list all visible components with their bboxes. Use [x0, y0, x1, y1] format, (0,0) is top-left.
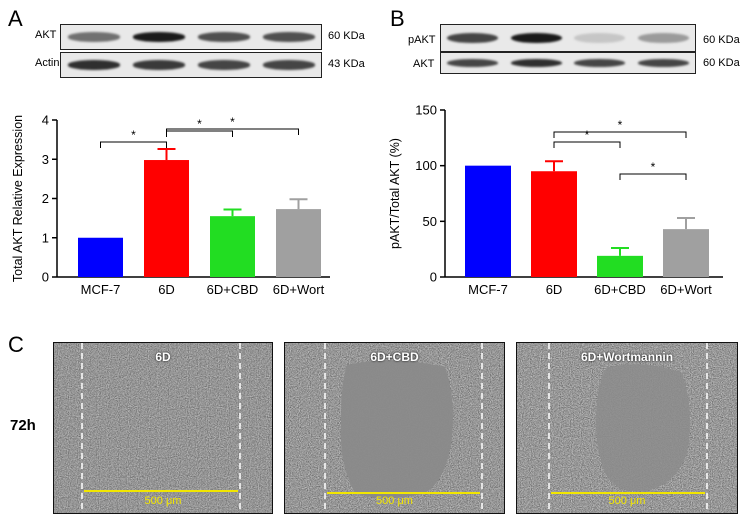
panel-letter-b: B — [390, 6, 405, 31]
scale-bar-label-6d-cbd: 500 μm — [376, 495, 413, 507]
akt-b-band-3 — [574, 58, 626, 68]
micrograph-6d-wortmannin: 6D+Wortmannin 500 μm — [516, 342, 738, 514]
akt-chart-y-tick-label-4: 4 — [42, 113, 49, 128]
akt-chart-significance-star-2: * — [197, 117, 202, 131]
micrograph-6d-texture — [54, 343, 272, 513]
akt-chart-significance-star-3: * — [230, 115, 235, 129]
akt-chart-significance-bracket-2 — [166, 130, 233, 137]
blot-label-akt-b: AKT — [413, 58, 435, 70]
pakt-chart-y-tick-label-1: 50 — [423, 214, 437, 229]
akt-b-band-4 — [637, 58, 689, 68]
pakt-chart-significance-bracket-1 — [553, 141, 621, 148]
akt-chart-bar-1 — [78, 237, 123, 277]
akt-chart-x-tick-label-3: 6D+CBD — [207, 282, 259, 297]
pakt-chart-y-tick-label-3: 150 — [415, 103, 437, 118]
akt-chart-x-tick-label-2: 6D — [158, 282, 175, 297]
akt-chart-y-axis-label: Total AKT Relative Expression — [11, 115, 25, 282]
western-blot-actin — [60, 52, 322, 78]
micrograph-6d-wortmannin-texture — [517, 343, 737, 513]
actin-band-4 — [262, 59, 315, 71]
micrograph-label-6d-wortmannin: 6D+Wortmannin — [580, 350, 674, 364]
pakt-chart-significance-bracket-2 — [553, 131, 687, 138]
akt-chart-bar-2 — [144, 160, 189, 277]
bar-chart-total-akt: 0 1 2 3 4 Total AKT Relative Expression MCF-7 6… — [11, 113, 330, 297]
akt-chart-bar-3 — [210, 216, 255, 277]
blot-kda-akt: 60 KDa — [328, 30, 365, 42]
western-blot-pakt — [440, 24, 696, 52]
pakt-chart-y-tick-label-0: 0 — [430, 270, 437, 285]
pakt-band-4 — [637, 32, 689, 44]
pakt-band-1 — [447, 32, 499, 44]
pakt-chart-significance-star-3: * — [651, 160, 656, 174]
pakt-chart-significance-star-1: * — [585, 128, 590, 142]
akt-chart-y-tick-label-0: 0 — [42, 270, 49, 285]
akt-chart-x-tick-label-4: 6D+Wort — [273, 282, 325, 297]
akt-b-band-1 — [447, 58, 499, 68]
akt-chart-significance-star-1: * — [131, 128, 136, 142]
micrograph-label-6d-cbd: 6D+CBD — [370, 350, 419, 364]
pakt-chart-x-tick-label-1: MCF-7 — [468, 282, 508, 297]
akt-b-band-2 — [510, 58, 562, 68]
pakt-chart-significance-bracket-3 — [619, 173, 687, 180]
actin-band-2 — [132, 59, 185, 71]
pakt-chart-y-tick-label-2: 100 — [415, 158, 437, 173]
akt-band-2 — [132, 31, 185, 43]
time-point-label: 72h — [10, 417, 36, 434]
akt-band-4 — [262, 31, 315, 43]
panel-letter-c: C — [8, 332, 24, 357]
akt-chart-y-tick-label-3: 3 — [42, 152, 49, 167]
blot-label-actin: Actin — [35, 57, 60, 69]
akt-band-3 — [197, 31, 250, 43]
akt-chart-bar-4 — [276, 209, 321, 277]
actin-band-3 — [197, 59, 250, 71]
panel-letter-a: A — [8, 6, 23, 31]
micrograph-label-6d: 6D — [155, 350, 171, 364]
akt-chart-significance-bracket-3 — [166, 128, 299, 135]
pakt-chart-x-tick-label-2: 6D — [546, 282, 563, 297]
pakt-chart-bar-3 — [597, 255, 643, 277]
blot-kda-pakt: 60 KDa — [703, 34, 740, 46]
scale-bar-label-6d-wortmannin: 500 μm — [608, 495, 646, 507]
pakt-chart-significance-star-2: * — [618, 118, 623, 132]
micrograph-6d: 6D 500 μm — [53, 342, 273, 514]
western-blot-akt-b — [440, 52, 696, 74]
akt-chart-x-tick-label-1: MCF-7 — [81, 282, 121, 297]
blot-kda-akt-b: 60 KDa — [703, 57, 740, 69]
pakt-chart-bar-4 — [663, 229, 709, 277]
pakt-chart-x-tick-label-3: 6D+CBD — [594, 282, 646, 297]
blot-kda-actin: 43 KDa — [328, 58, 365, 70]
pakt-chart-x-tick-label-4: 6D+Wort — [660, 282, 712, 297]
western-blot-akt — [60, 24, 322, 50]
pakt-chart-y-axis-label: pAKT/Total AKT (%) — [388, 138, 402, 249]
micrograph-6d-cbd-texture — [285, 343, 504, 513]
akt-chart-y-tick-label-2: 2 — [42, 191, 49, 206]
bar-chart-pakt-ratio: 0 50 100 150 pAKT/Total AKT (%) MCF-7 6D 6D+CBD… — [388, 103, 723, 297]
pakt-chart-bar-2 — [531, 171, 577, 277]
akt-band-1 — [67, 31, 120, 43]
actin-band-1 — [67, 59, 120, 71]
micrograph-6d-cbd: 6D+CBD 500 μm — [284, 342, 505, 514]
akt-chart-significance-bracket-1 — [100, 141, 167, 148]
pakt-band-3 — [574, 32, 626, 44]
scale-bar-label-6d: 500 μm — [144, 495, 182, 507]
blot-label-pakt: pAKT — [408, 34, 436, 46]
akt-chart-y-tick-label-1: 1 — [42, 230, 49, 245]
blot-label-akt: AKT — [35, 29, 57, 41]
pakt-chart-bar-1 — [465, 165, 511, 277]
pakt-band-2 — [510, 32, 562, 44]
